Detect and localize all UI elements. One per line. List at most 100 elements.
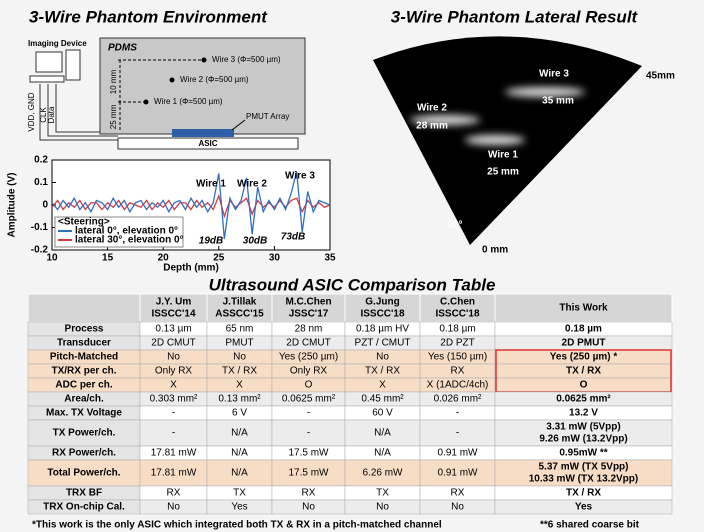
lateral-title: 3-Wire Phantom Lateral Result — [391, 7, 639, 26]
table-value: 0.0625 mm² — [282, 394, 336, 405]
depth-label: 25 mm — [487, 167, 519, 178]
table-value: 0.026 mm² — [434, 394, 482, 405]
column-header: J.Tillak — [223, 297, 257, 308]
table-value: Only RX — [155, 366, 193, 377]
table-value: O — [305, 380, 313, 391]
y-tick-label: -0.1 — [31, 222, 49, 233]
table-value: 0.45 mm² — [361, 394, 404, 405]
table-value: 13.2 V — [569, 408, 598, 419]
wire-label: Wire 1 — [488, 150, 518, 161]
table-value: TX / RX — [566, 366, 601, 377]
row-label: ADC per ch. — [55, 380, 112, 391]
table-value: TX — [233, 488, 246, 499]
table-value: 0.303 mm² — [150, 394, 198, 405]
gain-annotation: 73dB — [281, 232, 305, 243]
column-header: ASSCC'15 — [215, 309, 264, 320]
pmut-array — [172, 129, 234, 137]
table-value: - — [172, 408, 175, 419]
table-value: N/A — [374, 428, 391, 439]
table-value: 0.95mW ** — [559, 448, 607, 459]
table-value: Yes — [231, 502, 247, 513]
table-value: N/A — [231, 448, 248, 459]
x-tick-label: 30 — [269, 253, 281, 264]
wire-label: Wire 3 (Φ=500 µm) — [212, 55, 281, 64]
x-tick-label: 15 — [102, 253, 114, 264]
table-value: RX — [451, 488, 465, 499]
column-header: JSSC'17 — [289, 309, 329, 320]
table-value: 0.91 mW — [437, 468, 478, 479]
table-value: 5.37 mW (TX 5Vpp) — [538, 462, 628, 473]
table-value: N/A — [374, 448, 391, 459]
row-label: Pitch-Matched — [50, 352, 118, 363]
table-value: X — [236, 380, 243, 391]
table-value: 17.81 mW — [151, 448, 197, 459]
column-header: C.Chen — [440, 297, 475, 308]
table-value: Yes — [575, 502, 593, 513]
table-value: TX / RX — [365, 366, 400, 377]
table-value: No — [302, 502, 315, 513]
row-label: Max. TX Voltage — [46, 408, 122, 419]
asic-label: ASIC — [198, 139, 217, 148]
depth-label: 28 mm — [416, 121, 448, 132]
column-header: G.Jung — [365, 297, 399, 308]
wire-label: Wire 2 (Φ=500 µm) — [180, 75, 249, 84]
column-header: ISSCC'18 — [360, 309, 405, 320]
table-value: Yes (250 µm) — [279, 352, 338, 363]
table-value: TX — [376, 488, 389, 499]
legend-label: lateral 30°, elevation 0° — [75, 235, 184, 246]
wire-annotation: Wire 2 — [237, 179, 267, 190]
angle-label: 60° — [447, 220, 462, 231]
dimension-label: 10 mm — [109, 69, 118, 94]
table-title: Ultrasound ASIC Comparison Table — [209, 275, 496, 294]
depth-label: 35 mm — [542, 96, 574, 107]
depth-scale-label: 0 mm — [482, 245, 508, 256]
table-value: - — [456, 408, 459, 419]
y-axis-label: Amplitude (V) — [7, 173, 18, 238]
table-value: 3.31 mW (5Vpp) — [546, 422, 620, 433]
column-header: This Work — [559, 303, 608, 314]
wire-label: Wire 2 — [417, 103, 447, 114]
wire-annotation: Wire 1 — [196, 179, 226, 190]
table-value: 0.0625 mm² — [556, 394, 611, 405]
device-label: Imaging Device — [28, 39, 87, 48]
table-value: No — [233, 352, 246, 363]
table-value: TX / RX — [222, 366, 257, 377]
signal-label: Data — [47, 106, 56, 123]
y-tick-label: 0.1 — [34, 177, 48, 188]
table-value: RX — [167, 488, 181, 499]
gain-annotation: 19dB — [199, 236, 223, 247]
x-tick-label: 35 — [324, 253, 336, 264]
column-header: J.Y. Um — [156, 297, 192, 308]
table-value: 0.18 µm — [439, 324, 475, 335]
table-value: N/A — [231, 428, 248, 439]
pmut-label: PMUT Array — [246, 112, 289, 121]
table-value: 2D CMUT — [286, 338, 330, 349]
x-tick-label: 10 — [46, 253, 58, 264]
table-value: PMUT — [225, 338, 253, 349]
dimension-label: 25 mm — [109, 104, 118, 129]
table-value: No — [167, 352, 180, 363]
table-value: - — [307, 428, 310, 439]
wire-label: Wire 3 — [539, 69, 569, 80]
table-value: X — [379, 380, 386, 391]
x-axis-label: Depth (mm) — [163, 263, 219, 274]
table-value: RX — [451, 366, 465, 377]
y-tick-label: 0 — [42, 200, 48, 211]
phantom-title: 3-Wire Phantom Environment — [29, 7, 268, 26]
column-header: ISSCC'14 — [151, 309, 196, 320]
gain-annotation: 30dB — [243, 236, 267, 247]
table-value: No — [376, 502, 389, 513]
table-value: 2D PMUT — [562, 338, 606, 349]
table-value: X (1ADC/4ch) — [427, 380, 489, 391]
table-value: PZT / CMUT — [355, 338, 411, 349]
row-label: Transducer — [57, 338, 111, 349]
row-label: TRX On-chip Cal. — [43, 502, 125, 513]
row-label: TRX BF — [66, 488, 102, 499]
table-value: Yes (250 µm) * — [550, 352, 618, 363]
table-value: RX — [302, 488, 316, 499]
column-header: M.C.Chen — [285, 297, 331, 308]
table-value: No — [451, 502, 464, 513]
table-value: 0.91 mW — [437, 448, 478, 459]
table-value: 17.81 mW — [151, 468, 197, 479]
